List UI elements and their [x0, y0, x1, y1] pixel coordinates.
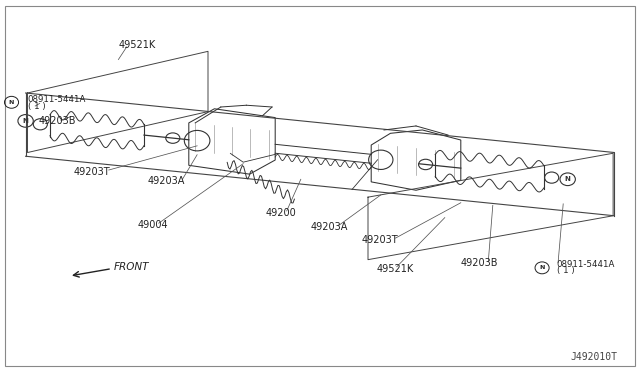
Text: 49200: 49200: [266, 208, 296, 218]
Text: 49203B: 49203B: [38, 116, 76, 126]
Text: N: N: [540, 265, 545, 270]
Text: 08911-5441A: 08911-5441A: [557, 260, 615, 269]
Text: N: N: [564, 176, 571, 182]
Text: J492010T: J492010T: [571, 352, 618, 362]
Text: FRONT: FRONT: [114, 262, 149, 272]
Text: 49521K: 49521K: [376, 264, 413, 273]
FancyBboxPatch shape: [5, 6, 635, 366]
Text: 49004: 49004: [138, 220, 168, 230]
Text: 49203A: 49203A: [311, 222, 348, 232]
Text: N: N: [22, 118, 29, 124]
Text: ( 1 ): ( 1 ): [28, 102, 45, 110]
Text: 49521K: 49521K: [118, 41, 156, 50]
Text: 49203T: 49203T: [74, 167, 110, 177]
Text: 49203T: 49203T: [362, 235, 398, 245]
Text: N: N: [9, 100, 14, 105]
Text: 08911-5441A: 08911-5441A: [28, 95, 86, 104]
Text: ( 1 ): ( 1 ): [557, 266, 575, 275]
Text: 49203A: 49203A: [147, 176, 184, 186]
Text: 49203B: 49203B: [461, 258, 499, 268]
